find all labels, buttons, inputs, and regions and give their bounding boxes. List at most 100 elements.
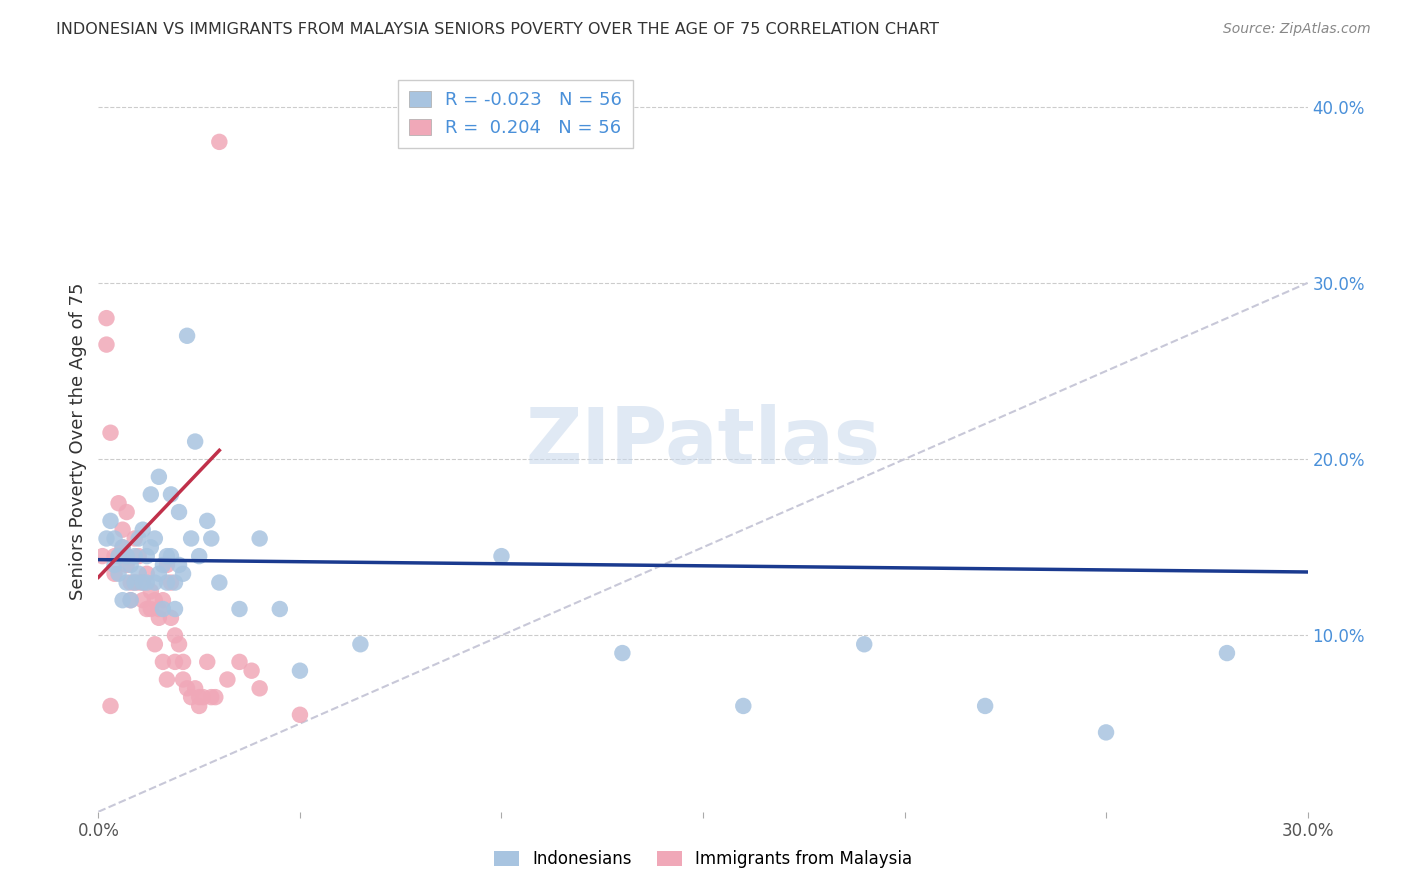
Point (208, 575, 231, 590)
Point (143, 575, 166, 590)
Point (135, 566, 157, 581)
Point (124, 575, 146, 590)
Point (172, 566, 194, 581)
Point (107, 566, 129, 581)
Point (152, 558, 174, 572)
Point (124, 575, 146, 590)
Point (249, 681, 271, 696)
Point (156, 673, 179, 687)
Point (184, 681, 207, 696)
Point (1216, 646, 1239, 660)
Point (124, 549, 146, 563)
Point (188, 698, 211, 713)
Point (103, 558, 125, 572)
Point (128, 549, 150, 563)
Point (180, 532, 202, 546)
Point (139, 584, 162, 599)
Point (135, 575, 157, 590)
Point (176, 328, 198, 343)
Point (128, 575, 150, 590)
Point (853, 637, 876, 651)
Point (111, 523, 134, 537)
Point (100, 698, 122, 713)
Point (139, 541, 162, 555)
Point (208, 135, 231, 149)
Point (103, 566, 125, 581)
Point (180, 690, 202, 705)
Point (172, 673, 194, 687)
Point (217, 673, 239, 687)
Point (115, 505, 138, 519)
Point (172, 655, 194, 669)
Point (100, 514, 122, 528)
Point (160, 549, 183, 563)
Point (132, 593, 155, 607)
Point (111, 541, 134, 555)
Point (163, 628, 186, 642)
Point (160, 487, 183, 501)
Point (148, 602, 170, 616)
Point (107, 549, 129, 563)
Point (204, 690, 226, 705)
Point (103, 549, 125, 563)
Point (733, 698, 755, 713)
Point (128, 566, 150, 581)
Point (132, 523, 155, 537)
Point (974, 698, 997, 713)
Point (167, 637, 190, 651)
Point (163, 575, 186, 590)
Point (143, 637, 166, 651)
Point (124, 532, 146, 546)
Point (200, 690, 222, 705)
Point (107, 496, 129, 510)
Point (135, 602, 157, 616)
Point (103, 532, 125, 546)
Point (152, 593, 174, 607)
Point (228, 655, 250, 669)
Point (128, 532, 150, 546)
Point (240, 664, 263, 678)
Point (1095, 725, 1118, 739)
Point (163, 655, 186, 669)
Text: INDONESIAN VS IMMIGRANTS FROM MALAYSIA SENIORS POVERTY OVER THE AGE OF 75 CORREL: INDONESIAN VS IMMIGRANTS FROM MALAYSIA S… (56, 22, 939, 37)
Point (115, 558, 138, 572)
Point (152, 655, 174, 669)
Point (139, 602, 162, 616)
Point (188, 690, 211, 705)
Point (163, 602, 186, 616)
Text: ZIPatlas: ZIPatlas (526, 403, 880, 480)
Point (148, 566, 170, 581)
Point (491, 549, 513, 563)
Point (148, 611, 170, 625)
Point (176, 681, 198, 696)
Point (120, 593, 142, 607)
Point (96, 337, 118, 351)
Point (120, 575, 142, 590)
Point (156, 549, 179, 563)
Point (96, 532, 118, 546)
Point (167, 558, 190, 572)
Point (612, 646, 634, 660)
Point (115, 549, 138, 563)
Point (269, 602, 291, 616)
Point (156, 575, 179, 590)
Point (200, 532, 222, 546)
Point (132, 575, 155, 590)
Point (115, 575, 138, 590)
Point (111, 593, 134, 607)
Point (152, 602, 174, 616)
Point (195, 655, 218, 669)
Point (195, 514, 218, 528)
Point (139, 487, 162, 501)
Point (120, 558, 142, 572)
Point (288, 707, 311, 722)
Point (120, 593, 142, 607)
Point (184, 434, 207, 449)
Point (160, 611, 183, 625)
Point (100, 425, 122, 440)
Point (111, 541, 134, 555)
Y-axis label: Seniors Poverty Over the Age of 75: Seniors Poverty Over the Age of 75 (69, 283, 87, 600)
Point (107, 549, 129, 563)
Point (135, 549, 157, 563)
Point (91, 549, 114, 563)
